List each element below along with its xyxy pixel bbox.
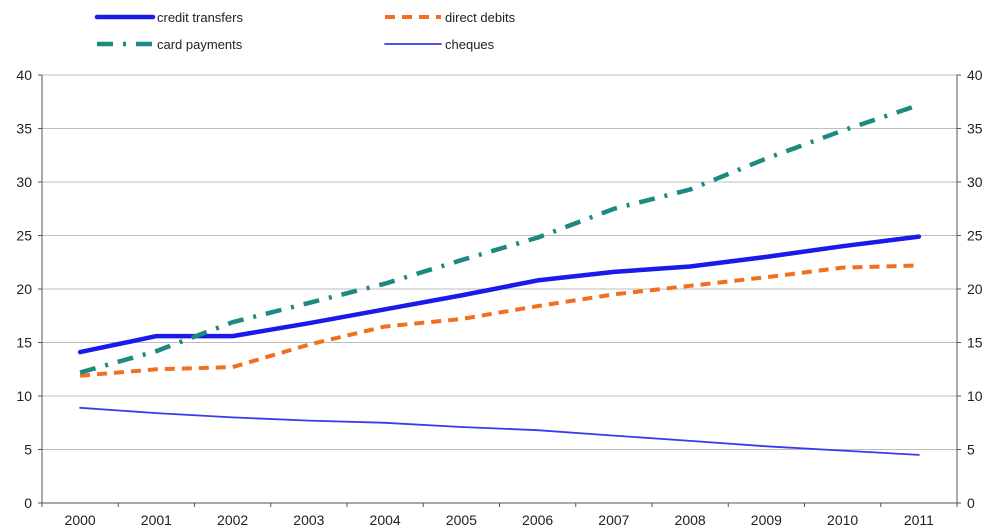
x-tick-label: 2000: [65, 512, 96, 528]
y-tick-label-right: 40: [967, 67, 983, 83]
y-axis-left-labels: 0 5 10 15 20 25 30 35 40: [16, 67, 32, 511]
y-tick-label-right: 30: [967, 174, 983, 190]
y-tick-label-left: 30: [16, 174, 32, 190]
y-tick-label-right: 25: [967, 228, 983, 244]
x-tick-label: 2009: [751, 512, 782, 528]
y-tick-label-left: 0: [24, 495, 32, 511]
series-line-cheques: [79, 406, 920, 456]
series-lines: [77, 102, 922, 456]
legend-label-card-payments: card payments: [157, 37, 243, 52]
x-tick-label: 2010: [827, 512, 858, 528]
x-axis-labels: 2000 2001 2002 2003 2004 2005 2006 2007 2008 2009…: [65, 512, 935, 528]
legend-label-cheques: cheques: [445, 37, 495, 52]
y-tick-label-right: 35: [967, 121, 983, 137]
y-tick-label-right: 15: [967, 335, 983, 351]
y-tick-label-right: 10: [967, 388, 983, 404]
series-line-card-payments: [79, 102, 920, 375]
y-tick-label-left: 20: [16, 281, 32, 297]
legend-label-direct-debits: direct debits: [445, 10, 516, 25]
x-tick-label: 2001: [141, 512, 172, 528]
x-tick-label: 2007: [598, 512, 629, 528]
y-tick-label-right: 0: [967, 495, 975, 511]
x-tick-label: 2011: [904, 512, 934, 528]
y-axis-right-labels: 0 5 10 15 20 25 30 35 40: [967, 67, 983, 511]
y-tick-label-right: 20: [967, 281, 983, 297]
y-tick-label-left: 25: [16, 228, 32, 244]
series-line-credit-transfers: [77, 234, 922, 355]
series-line-direct-debits: [79, 263, 919, 378]
y-tick-label-left: 5: [24, 442, 32, 458]
axes: [38, 74, 961, 507]
x-tick-label: 2005: [446, 512, 477, 528]
x-tick-label: 2006: [522, 512, 553, 528]
y-tick-label-left: 40: [16, 67, 32, 83]
y-tick-label-left: 35: [16, 121, 32, 137]
y-tick-label-right: 5: [967, 442, 975, 458]
y-tick-label-left: 15: [16, 335, 32, 351]
x-tick-label: 2003: [293, 512, 324, 528]
legend: credit transfers direct debits card paymen…: [94, 10, 516, 52]
gridlines: [42, 74, 957, 450]
y-tick-label-left: 10: [16, 388, 32, 404]
x-tick-label: 2008: [675, 512, 706, 528]
x-tick-label: 2004: [370, 512, 401, 528]
legend-label-credit-transfers: credit transfers: [157, 10, 243, 25]
x-tick-label: 2002: [217, 512, 248, 528]
